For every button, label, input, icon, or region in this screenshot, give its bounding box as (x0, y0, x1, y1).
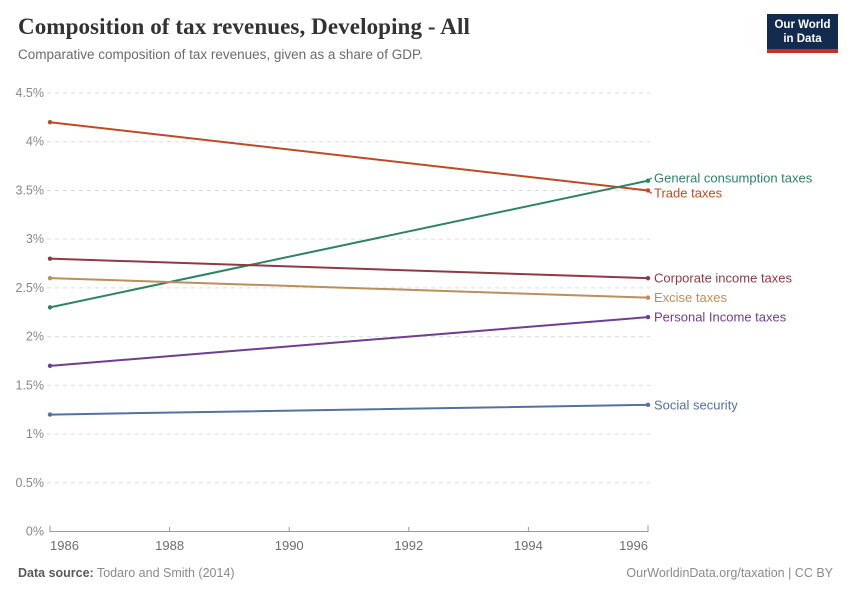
y-axis-tick-label: 3.5% (16, 183, 45, 197)
data-source-value: Todaro and Smith (2014) (96, 566, 235, 580)
series-line (49, 257, 649, 280)
x-axis-tick-label: 1986 (50, 538, 79, 553)
series-line (49, 277, 649, 299)
series-end-dot (645, 178, 651, 183)
y-axis-tick-label: 0% (26, 525, 44, 539)
series-line (49, 316, 649, 367)
chart-title: Composition of tax revenues, Developing … (18, 14, 470, 39)
series-start-dot (47, 275, 53, 281)
series-label-trade-taxes[interactable]: Trade taxes (654, 186, 723, 201)
series-end-dot (645, 402, 651, 408)
series-start-dot (47, 363, 53, 369)
chart-footer: Data source: Todaro and Smith (2014) Our… (18, 566, 833, 580)
series-trade-taxes: Trade taxes (47, 120, 723, 201)
x-axis-line (49, 525, 649, 532)
x-axis-tick-label: 1994 (514, 538, 543, 553)
series-label-excise-taxes[interactable]: Excise taxes (654, 290, 727, 305)
y-axis-tick-label: 0.5% (16, 476, 45, 490)
y-axis-tick-label: 4% (26, 135, 44, 149)
series-line (49, 403, 649, 416)
series-end-dot (645, 188, 651, 193)
y-axis-tick-label: 4.5% (16, 86, 45, 100)
owid-logo-line2: in Data (783, 32, 822, 45)
owid-logo[interactable]: Our World in Data (767, 14, 838, 53)
x-axis-tick-label: 1988 (155, 538, 184, 553)
y-axis-tick-label: 1.5% (16, 378, 45, 392)
series-label-general-consumption-taxes[interactable]: General consumption taxes (654, 171, 813, 186)
series-end-dot (645, 295, 651, 300)
series-corporate-income-taxes: Corporate income taxes (47, 256, 793, 286)
series-start-dot (47, 256, 53, 261)
y-axis-tick-label: 2% (26, 330, 44, 344)
chart-header: Composition of tax revenues, Developing … (18, 14, 758, 62)
y-axis-tick-label: 2.5% (16, 281, 45, 295)
series-start-dot (47, 120, 53, 125)
chart-subtitle: Comparative composition of tax revenues,… (18, 47, 423, 62)
series-excise-taxes: Excise taxes (47, 275, 727, 305)
series-label-social-security[interactable]: Social security (654, 397, 738, 412)
y-axis-tick-label: 3% (26, 232, 44, 246)
series-label-corporate-income-taxes[interactable]: Corporate income taxes (654, 271, 793, 286)
series-start-dot (47, 412, 53, 417)
series-line (49, 121, 649, 192)
series-start-dot (47, 305, 53, 310)
series-end-dot (645, 275, 651, 281)
y-axis-tick-label: 1% (26, 427, 44, 441)
data-source-label: Data source: (18, 566, 94, 580)
series-personal-income-taxes: Personal Income taxes (47, 310, 787, 369)
series-social-security: Social security (47, 397, 738, 417)
series-line (49, 179, 649, 309)
series-general-consumption-taxes: General consumption taxes (47, 171, 813, 310)
x-axis-tick-label: 1990 (275, 538, 304, 553)
credit-link[interactable]: OurWorldinData.org/taxation | CC BY (626, 566, 833, 580)
x-axis-tick-label: 1996 (619, 538, 648, 553)
data-source: Data source: Todaro and Smith (2014) (18, 566, 235, 580)
x-axis-tick-label: 1992 (394, 538, 423, 553)
series-label-personal-income-taxes[interactable]: Personal Income taxes (654, 310, 787, 325)
owid-logo-line1: Our World (774, 18, 831, 31)
series-end-dot (645, 314, 651, 320)
